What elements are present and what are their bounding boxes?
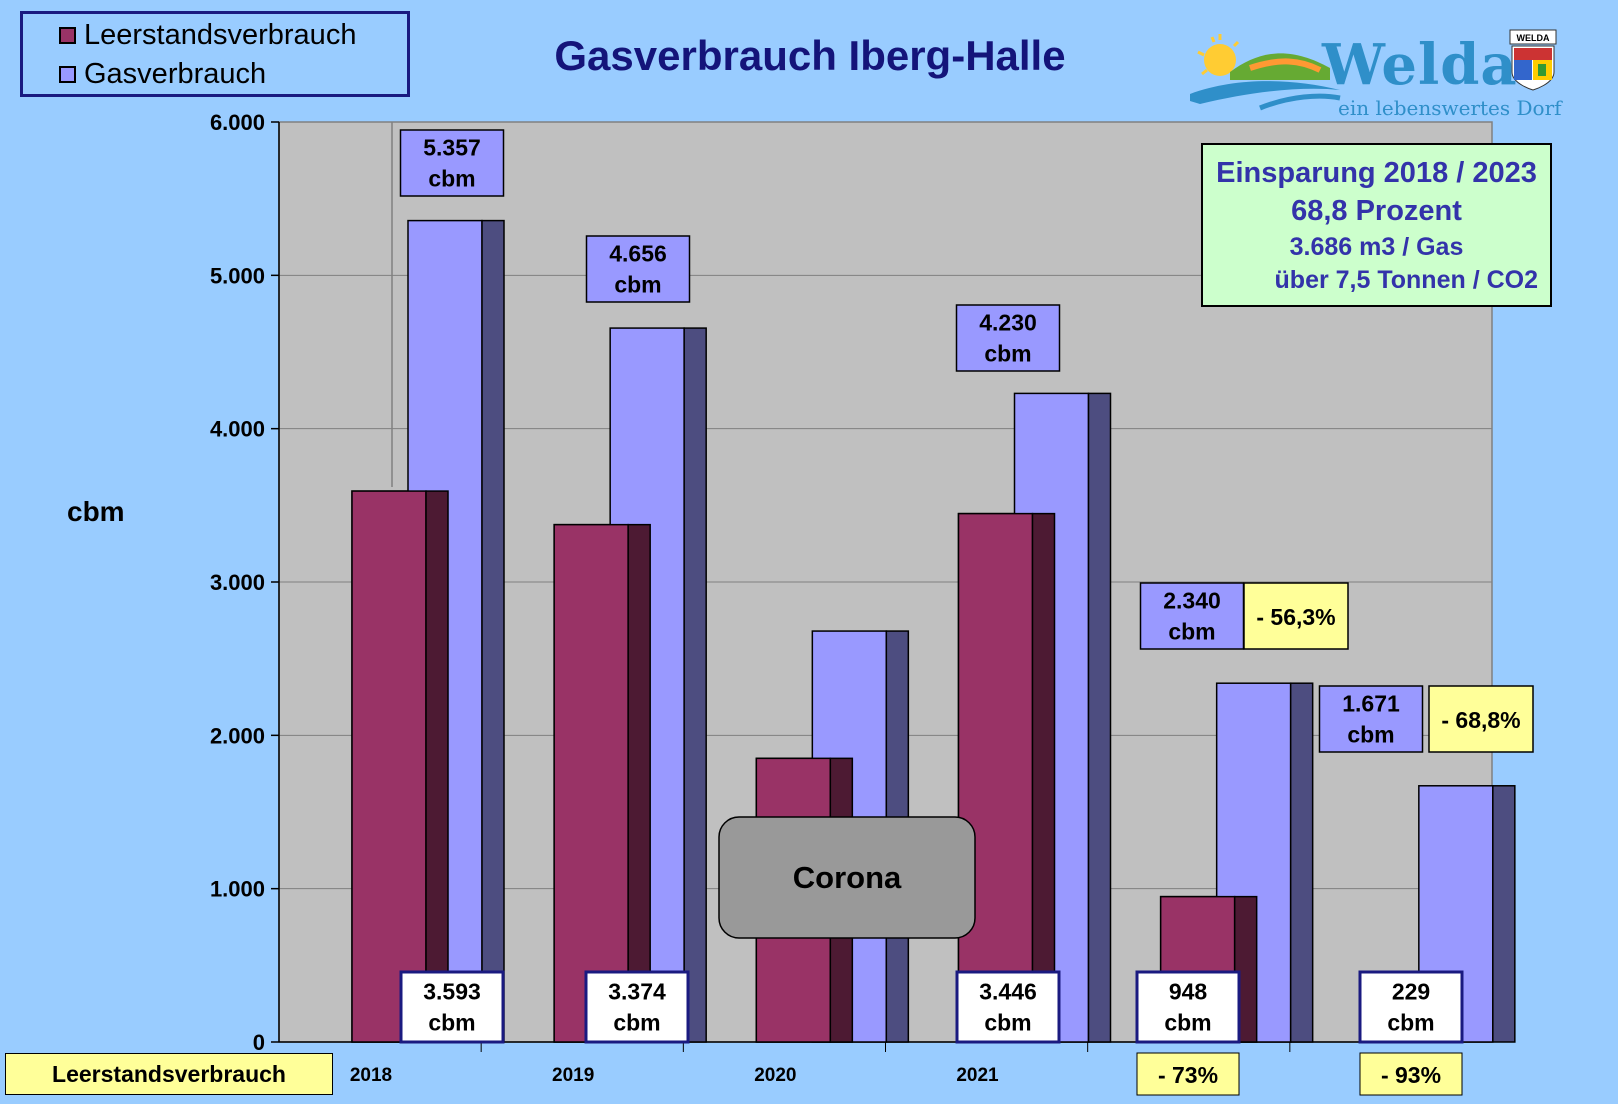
bar-leerstand-front	[957, 512, 1034, 1043]
legend-label-leerstand: Leerstandsverbrauch	[84, 18, 357, 51]
corona-annotation-box	[718, 816, 976, 939]
x-tick-label: 2020	[754, 1065, 796, 1086]
gas-value-label-text: cbm	[614, 272, 661, 298]
bar-gas-side	[1087, 392, 1112, 1043]
y-tick-label: 1.000	[210, 877, 265, 902]
legend-label-gas: Gasverbrauch	[84, 57, 267, 90]
leerstand-value-label-box	[399, 970, 505, 1044]
leerstand-change-label: - 93%	[1381, 1062, 1441, 1088]
savings-line-4: über 7,5 Tonnen / CO2	[1274, 266, 1538, 294]
sun-icon	[1197, 34, 1240, 76]
gas-value-label-text: cbm	[1168, 619, 1215, 645]
bar-leerstand-front	[553, 523, 629, 1043]
leerstand-value-label-box	[955, 970, 1061, 1044]
corona-annotation-text: Corona	[793, 860, 902, 895]
y-tick-label: 0	[253, 1030, 265, 1055]
logo-graphic: WELDA	[1190, 29, 1557, 111]
y-tick-label: 2.000	[210, 723, 265, 748]
legend-item-leerstand: Leerstandsverbrauch	[59, 18, 356, 52]
legend: Leerstandsverbrauch Gasverbrauch	[20, 11, 410, 97]
y-tick-label: 4.000	[210, 417, 265, 442]
leerstand-change-box	[1359, 1052, 1463, 1096]
river-icon	[1190, 81, 1340, 104]
savings-line-3: 3.686 m3 / Gas	[1289, 233, 1464, 261]
leerstand-value-label-box	[1358, 970, 1464, 1044]
leerstand-change-label: - 73%	[1158, 1062, 1218, 1088]
savings-line-2: 68,8 Prozent	[1291, 195, 1462, 227]
x-tick-label: 2018	[350, 1065, 392, 1086]
bar-gas-side	[1492, 785, 1516, 1043]
leerstand-change-box	[1136, 1052, 1240, 1096]
hill-icon	[1230, 53, 1330, 80]
y-axis-label: cbm	[67, 496, 125, 527]
gas-value-label-box	[585, 235, 691, 303]
x-tick-label: 2021	[956, 1065, 999, 1086]
bar-leerstand-front-side	[1031, 512, 1056, 1043]
legend-swatch-gas	[59, 65, 76, 83]
bar-leerstand-front	[351, 490, 427, 1043]
leerstand-value-label-text: 3.374	[608, 979, 666, 1005]
leerstand-value-label-box	[1135, 970, 1241, 1044]
gas-change-label: - 68,8%	[1441, 707, 1520, 733]
logo-name: Welda	[1322, 32, 1518, 98]
bar-leerstand-front-side	[425, 490, 449, 1043]
gas-value-label-text: 2.340	[1163, 588, 1221, 614]
bar-gas-side	[481, 219, 505, 1043]
leerstand-value-label-text: cbm	[613, 1010, 660, 1036]
gas-change-box	[1428, 685, 1534, 753]
leerstand-value-label-text: cbm	[984, 1010, 1031, 1036]
leerstand-value-label-text: cbm	[1164, 1010, 1211, 1036]
y-tick-label: 6.000	[210, 110, 265, 135]
gas-value-label-text: cbm	[428, 166, 475, 192]
gas-value-label-text: 4.230	[979, 310, 1037, 336]
gas-change-label: - 56,3%	[1256, 604, 1335, 630]
leerstand-value-label-text: cbm	[1387, 1010, 1434, 1036]
gas-value-label-text: cbm	[1347, 722, 1394, 748]
logo-tagline: ein lebenswertes Dorf	[1338, 96, 1562, 120]
gas-value-label-text: 4.656	[609, 241, 667, 267]
y-tick-label: 5.000	[210, 263, 265, 288]
row-label-leerstand: Leerstandsverbrauch	[5, 1053, 333, 1095]
leerstand-value-label-text: 3.446	[979, 979, 1037, 1005]
gas-value-label-text: cbm	[984, 341, 1031, 367]
savings-line-1: Einsparung 2018 / 2023	[1216, 157, 1537, 189]
leerstand-value-label-text: 229	[1392, 979, 1430, 1005]
y-tick-label: 3.000	[210, 570, 265, 595]
legend-item-gas: Gasverbrauch	[59, 57, 266, 91]
leerstand-value-label-box	[584, 970, 690, 1044]
chart-title: Gasverbrauch Iberg-Halle	[554, 32, 1066, 79]
gas-value-label-box	[399, 129, 505, 197]
leerstand-value-label-text: 3.593	[423, 979, 481, 1005]
bar-gas-side	[1289, 682, 1314, 1043]
legend-swatch-leerstand	[59, 26, 76, 44]
gas-change-box	[1243, 582, 1349, 650]
bar-leerstand-front-side	[627, 523, 651, 1043]
gas-value-label-text: 5.357	[423, 135, 481, 161]
bar-gas-side	[683, 327, 707, 1043]
gas-value-label-box	[1318, 685, 1424, 753]
x-tick-label: 2019	[552, 1065, 594, 1086]
crest-label: WELDA	[1517, 33, 1550, 43]
crest-icon: WELDA	[1509, 29, 1557, 91]
gas-value-label-text: 1.671	[1342, 691, 1400, 717]
gas-value-label-box	[955, 304, 1061, 372]
savings-info-box: Einsparung 2018 / 2023 68,8 Prozent 3.68…	[1201, 143, 1552, 307]
leerstand-value-label-text: cbm	[428, 1010, 475, 1036]
welda-logo: WELDA Welda ein lebenswertes Dorf	[1190, 28, 1570, 120]
leerstand-value-label-text: 948	[1169, 979, 1208, 1005]
gas-value-label-box	[1139, 582, 1245, 650]
